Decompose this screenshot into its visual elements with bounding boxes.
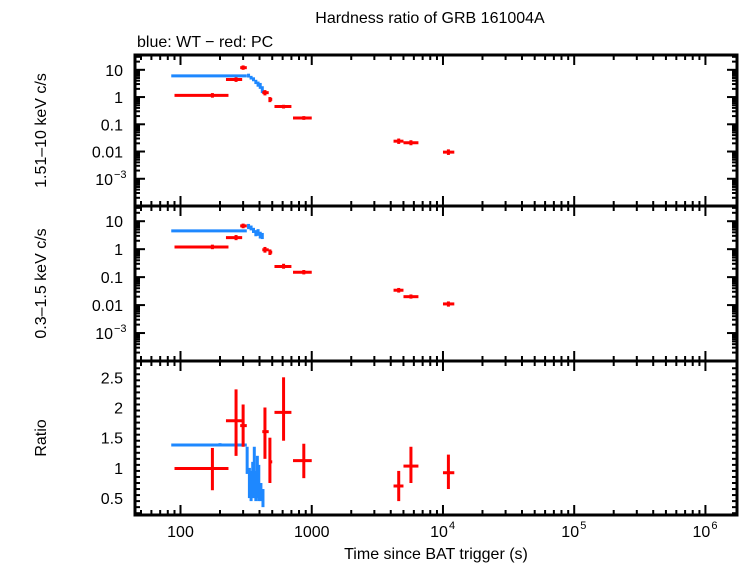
y-tick-label: 10 (95, 172, 113, 189)
y-tick-label: 1 (114, 461, 123, 478)
series-wt (171, 73, 264, 94)
x-tick-label: 10 (693, 524, 711, 541)
y-tick-label: 0.5 (101, 491, 123, 508)
x-tick-label-exponent: 6 (711, 520, 717, 532)
series-wt (171, 443, 265, 508)
chart-subtitle: blue: WT − red: PC (137, 34, 273, 51)
x-tick-label: 10 (430, 524, 448, 541)
y-tick-label: 10 (105, 214, 123, 231)
y-tick-label: 0.1 (101, 117, 123, 134)
panel-frame (133, 204, 739, 363)
panel-ratio: 2.5 2 1.5 1 0.5 Ratio (33, 359, 739, 517)
x-axis-label: Time since BAT trigger (s) (344, 546, 528, 563)
y-axis-label: Ratio (33, 419, 50, 456)
y-tick-label: 2 (114, 401, 123, 418)
y-tick-label-exponent: −3 (114, 169, 127, 181)
series-wt (171, 223, 264, 240)
y-tick-label: 10 (105, 63, 123, 80)
series-pc (174, 377, 455, 502)
y-tick-label: 2.5 (101, 370, 123, 387)
y-tick-label: 0.01 (92, 298, 123, 315)
y-tick-label: 1 (114, 90, 123, 107)
y-axis-label: 1.51–10 keV c/s (33, 73, 50, 188)
panel-frame (133, 359, 739, 517)
chart-title: Hardness ratio of GRB 161004A (315, 10, 545, 27)
x-tick-label: 1000 (294, 524, 330, 541)
y-tick-label: 0.01 (92, 145, 123, 162)
y-tick-label: 0.1 (101, 270, 123, 287)
y-axis-label: 0.3–1.5 keV c/s (33, 228, 50, 338)
series-pc (174, 223, 455, 307)
panel-frame (133, 53, 739, 208)
x-tick-label: 100 (167, 524, 194, 541)
y-tick-label: 10 (95, 326, 113, 343)
y-tick-label-exponent: −3 (114, 323, 127, 335)
series-pc (174, 65, 455, 155)
x-tick-label-exponent: 4 (449, 520, 455, 532)
y-tick-label: 1 (114, 242, 123, 259)
x-tick-label-exponent: 5 (580, 520, 586, 532)
y-tick-label: 1.5 (101, 431, 123, 448)
x-tick-label: 10 (561, 524, 579, 541)
